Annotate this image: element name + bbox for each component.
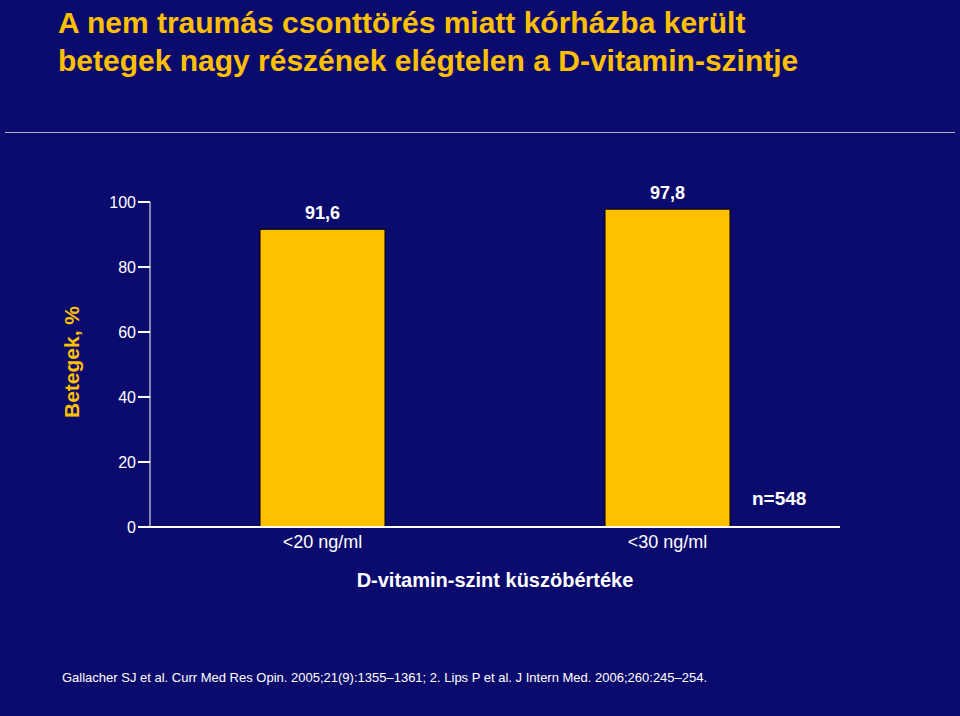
- svg-text:60: 60: [118, 324, 136, 341]
- svg-text:20: 20: [118, 454, 136, 471]
- svg-text:<30 ng/ml: <30 ng/ml: [628, 532, 708, 552]
- svg-text:91,6: 91,6: [305, 203, 340, 223]
- svg-text:100: 100: [109, 194, 136, 211]
- svg-text:0: 0: [127, 519, 136, 536]
- svg-text:97,8: 97,8: [650, 183, 685, 203]
- svg-text:40: 40: [118, 389, 136, 406]
- html-text:A nem traumás csonttörés miatt: A nem traumás csonttörés miatt kórházba …: [58, 6, 799, 77]
- svg-text:80: 80: [118, 259, 136, 276]
- html-text:Gallacher SJ et al. Curr Med R: Gallacher SJ et al. Curr Med Res Opin. 2…: [62, 670, 708, 685]
- svg-text:D-vitamin-szint küszöbértéke: D-vitamin-szint küszöbértéke: [357, 569, 634, 591]
- html-text:Betegek, %: Betegek, %: [60, 306, 83, 418]
- html-text:n=548: n=548: [752, 488, 807, 509]
- svg-text:<20 ng/ml: <20 ng/ml: [283, 532, 363, 552]
